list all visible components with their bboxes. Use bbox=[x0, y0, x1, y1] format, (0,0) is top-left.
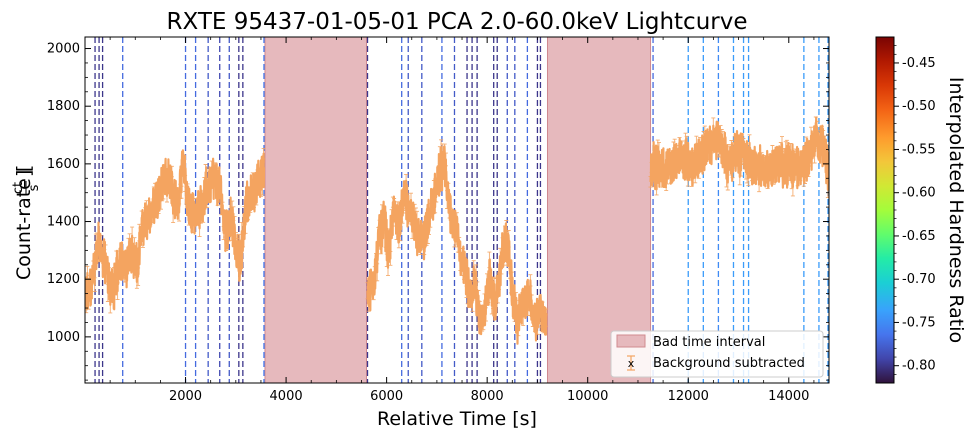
x-tick-label: 14000 bbox=[768, 389, 809, 404]
y-tick-label: 1200 bbox=[47, 272, 80, 287]
bad-time-interval bbox=[546, 37, 652, 383]
legend-box bbox=[610, 330, 824, 378]
x-tick-label: 8000 bbox=[471, 389, 504, 404]
legend-bad-interval-swatch bbox=[616, 334, 646, 348]
plot-frame bbox=[84, 36, 830, 384]
colorbar-label: Interpolated Hardness Ratio bbox=[945, 77, 967, 343]
colorbar-tick-label: -0.45 bbox=[902, 56, 936, 71]
legend-bad-interval-label: Bad time interval bbox=[653, 335, 765, 350]
colorbar-tick-label: -0.75 bbox=[902, 315, 936, 330]
colorbar-tick-label: -0.70 bbox=[902, 272, 936, 287]
y-tick-label: 1400 bbox=[47, 215, 80, 230]
y-axis-label-text: Count-rate [ bbox=[13, 165, 35, 280]
x-axis-label: Relative Time [s] bbox=[377, 408, 537, 430]
x-tick-label: 10000 bbox=[567, 389, 608, 404]
colorbar-tick-label: -0.60 bbox=[902, 186, 936, 201]
colorbar bbox=[875, 36, 895, 384]
bad-time-interval bbox=[264, 37, 368, 383]
colorbar-tick-label: -0.50 bbox=[902, 99, 936, 114]
y-tick-label: 1800 bbox=[47, 99, 80, 114]
colorbar-tick-label: -0.80 bbox=[902, 359, 936, 374]
y-axis-label-close: ] bbox=[13, 170, 35, 177]
x-tick-label: 6000 bbox=[370, 389, 403, 404]
colorbar-tick-label: -0.55 bbox=[902, 142, 936, 157]
series-line bbox=[366, 145, 548, 345]
y-axis-label-numerator: ct bbox=[11, 182, 26, 194]
legend: Bad time interval x Background subtracte… bbox=[610, 330, 824, 378]
legend-series-marker: x bbox=[627, 355, 635, 371]
x-tick-label: 4000 bbox=[270, 389, 303, 404]
svg-text:x: x bbox=[628, 357, 635, 370]
legend-series-label: Background subtracted bbox=[653, 356, 805, 371]
series-line bbox=[85, 149, 266, 311]
series-line bbox=[649, 116, 829, 191]
y-axis-label: Count-rate [ ct s ] bbox=[11, 165, 42, 280]
plot-area bbox=[85, 37, 829, 383]
y-axis-label-denominator: s bbox=[27, 184, 42, 191]
y-tick-label: 1600 bbox=[47, 157, 80, 172]
x-tick-label: 2000 bbox=[169, 389, 202, 404]
colorbar-tick-label: -0.65 bbox=[902, 229, 936, 244]
y-tick-label: 1000 bbox=[47, 330, 80, 345]
x-tick-label: 12000 bbox=[668, 389, 709, 404]
chart-title: RXTE 95437-01-05-01 PCA 2.0-60.0keV Ligh… bbox=[167, 9, 748, 35]
y-tick-label: 2000 bbox=[47, 42, 80, 57]
